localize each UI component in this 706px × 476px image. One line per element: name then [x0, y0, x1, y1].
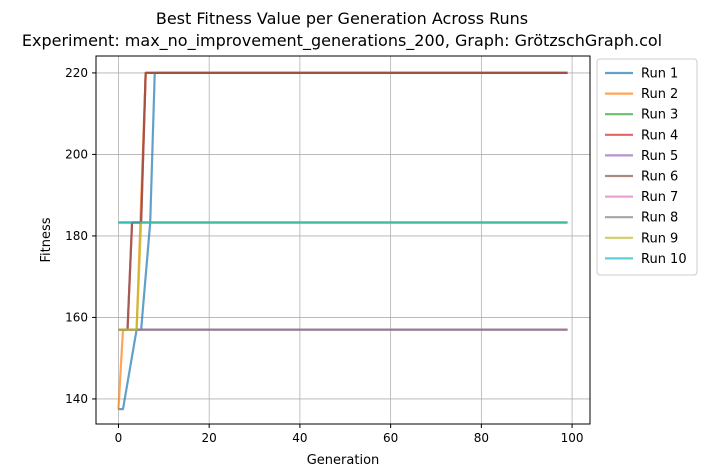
legend-label-run-5: Run 5 [641, 149, 678, 164]
y-tick-label: 180 [65, 229, 88, 243]
grid [96, 56, 590, 424]
x-tick-label: 0 [115, 431, 123, 445]
axes: 0 20 40 60 80 100 140 160 180 200 220 [65, 55, 591, 445]
y-axis-label: Fitness [39, 217, 54, 262]
legend-box [596, 58, 698, 276]
legend-label-run-8: Run 8 [641, 211, 678, 226]
legend-label-run-2: Run 2 [641, 87, 678, 102]
series-line-run-9 [118, 221, 568, 331]
x-tick-label: 20 [202, 431, 217, 445]
x-tick-label: 40 [292, 431, 307, 445]
series-line-run-1 [118, 71, 568, 411]
legend-label-run-6: Run 6 [641, 170, 678, 185]
x-tick-label: 100 [561, 431, 584, 445]
chart-subtitle: Experiment: max_no_improvement_generatio… [22, 31, 662, 51]
series-lines [117, 71, 568, 411]
series-line-run-2 [117, 71, 568, 410]
series-line-run-6 [118, 71, 568, 331]
x-tick-label: 60 [383, 431, 398, 445]
series-line-run-4 [118, 71, 568, 331]
x-tick-label: 80 [474, 431, 489, 445]
plot-frame [95, 55, 591, 425]
x-axis-label: Generation [307, 453, 380, 468]
legend-label-run-1: Run 1 [641, 67, 678, 82]
legend-label-run-4: Run 4 [641, 128, 678, 143]
y-tick-label: 140 [65, 392, 88, 406]
y-tick-label: 160 [65, 310, 88, 324]
y-tick-label: 200 [65, 147, 88, 161]
y-tick-label: 220 [65, 66, 88, 80]
legend-label-run-7: Run 7 [641, 190, 678, 205]
legend-label-run-10: Run 10 [641, 252, 687, 267]
legend-label-run-9: Run 9 [641, 231, 678, 246]
chart-title: Best Fitness Value per Generation Across… [156, 9, 528, 28]
legend-label-run-3: Run 3 [641, 108, 678, 123]
legend: Run 1 Run 2 Run 3 Run 4 Run 5 Run 6 Run 7 Run 8… [596, 58, 698, 276]
